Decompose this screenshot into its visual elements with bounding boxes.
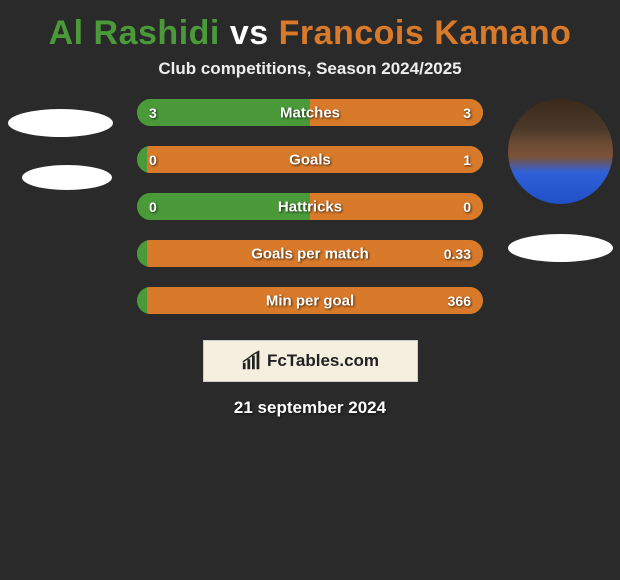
stat-label: Goals bbox=[289, 151, 331, 168]
player2-name: Francois Kamano bbox=[279, 14, 572, 52]
stat-value-left: 0 bbox=[149, 199, 157, 215]
comparison-area: Matches 3 3 Goals 0 1 Hattricks 0 0 Goals per mat… bbox=[0, 99, 620, 314]
stat-row: Goals 0 1 bbox=[137, 146, 483, 173]
stat-value-right: 0.33 bbox=[444, 246, 471, 262]
stat-label: Goals per match bbox=[251, 245, 369, 262]
stat-label: Min per goal bbox=[266, 292, 354, 309]
stat-value-left: 0 bbox=[149, 152, 157, 168]
avatar-placeholder-shape bbox=[8, 109, 113, 137]
stat-row: Hattricks 0 0 bbox=[137, 193, 483, 220]
stat-row: Matches 3 3 bbox=[137, 99, 483, 126]
avatar-placeholder-shape bbox=[508, 234, 613, 262]
player-avatar bbox=[508, 99, 613, 204]
bar-left bbox=[137, 146, 147, 173]
avatar-placeholder-shape bbox=[22, 165, 112, 190]
footer-date: 21 september 2024 bbox=[0, 398, 620, 418]
stat-value-right: 0 bbox=[463, 199, 471, 215]
page-title: Al Rashidi vs Francois Kamano bbox=[0, 0, 620, 59]
footer-logo-text: FcTables.com bbox=[267, 351, 379, 371]
left-player-col bbox=[0, 99, 120, 190]
stat-value-right: 366 bbox=[448, 293, 471, 309]
stat-row: Goals per match 0.33 bbox=[137, 240, 483, 267]
stat-value-right: 3 bbox=[463, 105, 471, 121]
stat-row: Min per goal 366 bbox=[137, 287, 483, 314]
comparison-card: Al Rashidi vs Francois Kamano Club compe… bbox=[0, 0, 620, 418]
stat-value-left: 3 bbox=[149, 105, 157, 121]
stat-label: Matches bbox=[280, 104, 340, 121]
subtitle: Club competitions, Season 2024/2025 bbox=[0, 59, 620, 99]
bar-left bbox=[137, 287, 147, 314]
stat-rows: Matches 3 3 Goals 0 1 Hattricks 0 0 Goals per mat… bbox=[137, 99, 483, 314]
stat-label: Hattricks bbox=[278, 198, 342, 215]
footer-logo: FcTables.com bbox=[203, 340, 418, 382]
bar-left bbox=[137, 240, 147, 267]
right-player-col bbox=[500, 99, 620, 262]
chart-icon bbox=[241, 350, 263, 372]
vs-text: vs bbox=[230, 14, 279, 52]
stat-value-right: 1 bbox=[463, 152, 471, 168]
avatar-face bbox=[508, 99, 613, 204]
player1-name: Al Rashidi bbox=[49, 14, 220, 52]
